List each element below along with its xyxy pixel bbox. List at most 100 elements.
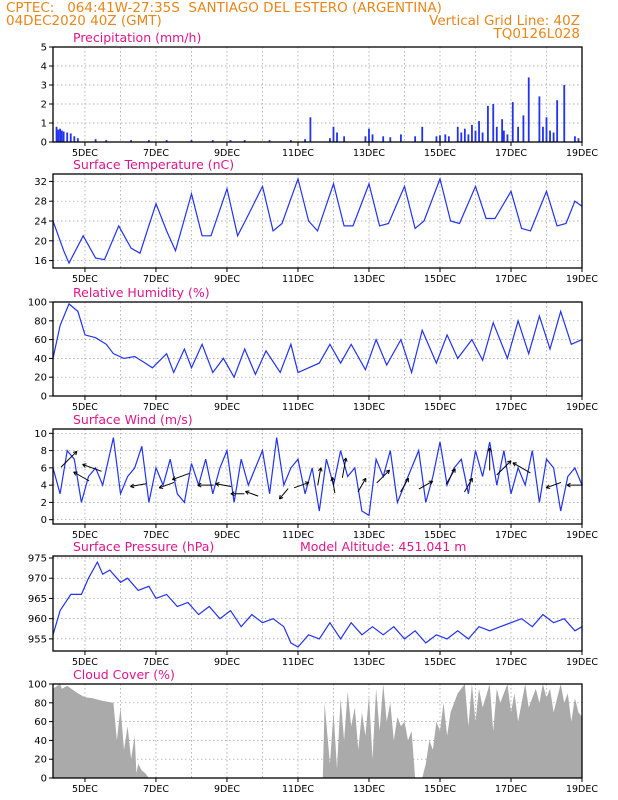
wind-vector [341, 457, 348, 478]
wind-xtick-label: 5DEC [72, 530, 98, 541]
precip-bar [538, 96, 541, 142]
cloud-ytick-label: 0 [41, 774, 47, 785]
precip-bar [371, 134, 374, 142]
cloud-xtick-label: 7DEC [143, 784, 169, 795]
wind-xtick-label: 11DEC [282, 530, 314, 541]
header-grid-line: Vertical Grid Line: 40Z [429, 13, 580, 29]
pres-xtick-label: 11DEC [282, 657, 314, 668]
precip-bar [527, 77, 530, 142]
precip-ytick-label: 0 [41, 138, 47, 149]
temp-xtick-label: 9DEC [214, 274, 240, 285]
precip-bar [556, 100, 559, 142]
cloud-ytick-label: 100 [28, 680, 47, 691]
cloud-xtick-label: 5DEC [72, 784, 98, 795]
temp-ytick-label: 32 [34, 177, 47, 188]
precip-bar [481, 132, 484, 142]
wind-vector [171, 472, 190, 481]
precip-frame [52, 46, 583, 143]
wind-xtick-label: 9DEC [214, 530, 240, 541]
precip-bar [73, 136, 76, 142]
precip-bar [229, 140, 232, 142]
pres-xtick-label: 17DEC [495, 657, 527, 668]
cloud-ytick-label: 60 [34, 717, 47, 728]
precip-ytick-label: 3 [41, 81, 47, 92]
precip-bar [165, 140, 168, 142]
precip-bar [389, 137, 392, 142]
precip-xtick-label: 11DEC [282, 148, 314, 159]
wind-vector [278, 488, 289, 500]
wind-vector [60, 450, 78, 468]
rh-xtick-label: 7DEC [143, 402, 169, 413]
precip-bar [147, 140, 150, 142]
pres-annotation: Model Altitude: 451.041 m [300, 539, 466, 554]
precip-bar [522, 115, 525, 142]
temp-ytick-label: 24 [34, 217, 47, 228]
temp-xtick-label: 5DEC [72, 274, 98, 285]
wind-plot-area [53, 429, 582, 524]
precip-bar [66, 132, 69, 142]
header-location: CPTEC: 064:41W-27:35S SANTIAGO DEL ESTER… [6, 0, 442, 16]
wind-vector [445, 468, 456, 485]
precip-xtick-label: 17DEC [495, 148, 527, 159]
temp-ytick-label: 20 [34, 236, 47, 247]
precip-bar [59, 128, 62, 142]
precip-bar [76, 138, 79, 142]
wind-vector [130, 483, 147, 489]
pres-plot-area [53, 556, 582, 651]
rh-xtick-label: 15DEC [424, 402, 456, 413]
wind-vector [230, 491, 245, 497]
precip-xtick-label: 9DEC [214, 148, 240, 159]
precip-title: Precipitation (mm/h) [73, 30, 201, 45]
cloud-title: Cloud Cover (%) [73, 667, 175, 682]
precip-bar [463, 128, 466, 142]
pres-xtick-label: 9DEC [214, 657, 240, 668]
wind-vector [293, 481, 310, 489]
wind-ytick-label: 10 [34, 429, 47, 440]
cloud-xtick-label: 19DEC [566, 784, 598, 795]
precip-bar [400, 134, 402, 142]
wind-vector [464, 477, 473, 493]
wind-xtick-label: 13DEC [353, 530, 385, 541]
wind-frame [52, 428, 583, 525]
wind-vector [512, 462, 531, 474]
temp-series-line [52, 176, 583, 265]
pres-title: Surface Pressure (hPa) [73, 539, 214, 554]
rh-xtick-label: 5DEC [72, 402, 98, 413]
precip-bar [105, 140, 108, 142]
cloud-frame [52, 683, 583, 779]
wind-ytick-label: 4 [41, 481, 47, 492]
temp-ytick-label: 28 [34, 197, 47, 208]
precip-bar [460, 132, 463, 142]
cloud-xtick-label: 17DEC [495, 784, 527, 795]
precip-bar [94, 139, 97, 142]
precip-bar [439, 135, 441, 142]
rh-plot-area [53, 302, 582, 396]
rh-title: Relative Humidity (%) [73, 285, 210, 300]
pres-ytick-label: 955 [28, 634, 47, 645]
precip-bar [329, 138, 331, 142]
precip-bar [495, 126, 498, 142]
precip-bar [62, 131, 65, 142]
cloud-xtick-label: 11DEC [282, 784, 314, 795]
wind-xtick-label: 7DEC [143, 530, 169, 541]
precip-bar [364, 136, 367, 142]
wind-xtick-label: 15DEC [424, 530, 456, 541]
rh-xtick-label: 13DEC [353, 402, 385, 413]
temp-xtick-label: 7DEC [143, 274, 169, 285]
wind-vector [566, 482, 583, 488]
wind-vector [197, 482, 214, 488]
precip-bar [471, 124, 473, 142]
wind-vector [400, 477, 409, 493]
precip-bar [563, 85, 566, 142]
precip-bar [467, 134, 470, 142]
precip-bar [511, 102, 514, 142]
pres-ytick-label: 960 [28, 614, 47, 625]
precip-xtick-label: 19DEC [566, 148, 598, 159]
temp-xtick-label: 17DEC [495, 274, 527, 285]
wind-vector [73, 471, 90, 482]
wind-vector [82, 463, 102, 472]
pres-ytick-label: 975 [28, 554, 47, 565]
pres-xtick-label: 5DEC [72, 657, 98, 668]
precip-xtick-label: 5DEC [72, 148, 98, 159]
rh-xtick-label: 9DEC [214, 402, 240, 413]
